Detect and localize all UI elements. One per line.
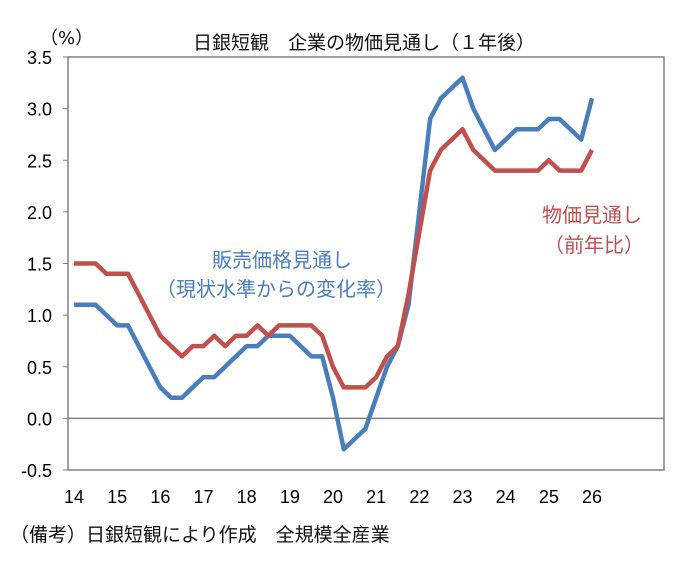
red-series-label: 物価見通し — [542, 203, 642, 227]
blue-series-sublabel: （現状水準からの変化率） — [156, 277, 396, 301]
y-tick-label: 3.0 — [27, 100, 52, 120]
sales-price-outlook-line — [74, 75, 595, 452]
x-tick-label: 20 — [323, 487, 343, 507]
y-tick-label: 2.5 — [27, 151, 52, 171]
x-tick-label: 16 — [150, 487, 170, 507]
red-series-sublabel: （前年比） — [544, 233, 644, 257]
y-axis-unit: （%） — [40, 28, 94, 49]
footer-note: （備考）日銀短観により作成 全規模全産業 — [10, 524, 390, 546]
x-tick-label: 25 — [539, 487, 559, 507]
chart-title: 日銀短観 企業の物価見通し（１年後） — [192, 32, 535, 54]
x-tick-label: 17 — [193, 487, 213, 507]
x-tick-label: 18 — [237, 487, 257, 507]
x-tick-label: 22 — [409, 487, 429, 507]
y-tick-label: 1.5 — [27, 255, 52, 275]
y-tick-label: -0.5 — [21, 461, 52, 481]
x-tick-label: 26 — [582, 487, 602, 507]
x-tick-label: 23 — [452, 487, 472, 507]
y-tick-label: 1.0 — [27, 306, 52, 326]
x-tick-label: 24 — [496, 487, 516, 507]
y-tick-label: 2.0 — [27, 203, 52, 223]
price-outlook-line — [74, 127, 594, 390]
y-tick-label: 3.5 — [27, 48, 52, 68]
y-tick-label: 0.5 — [27, 358, 52, 378]
x-tick-label: 14 — [64, 487, 84, 507]
plot-frame — [67, 56, 665, 471]
x-tick-label: 15 — [107, 487, 127, 507]
blue-series-label: 販売価格見通し — [212, 248, 352, 272]
y-tick-label: 0.0 — [27, 409, 52, 429]
x-tick-label: 19 — [280, 487, 300, 507]
x-tick-label: 21 — [366, 487, 386, 507]
